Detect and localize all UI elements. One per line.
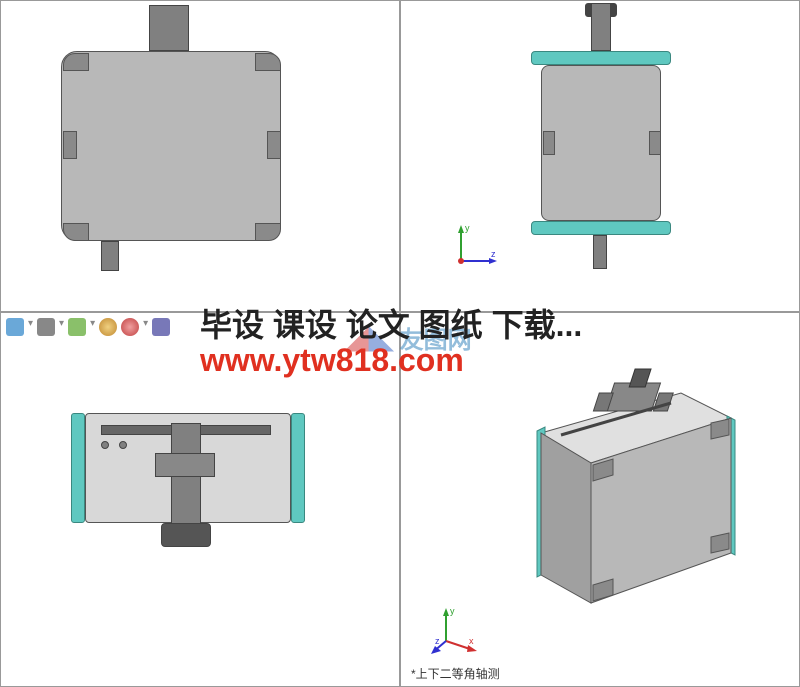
valve-cross <box>155 453 215 477</box>
viewport-front[interactable] <box>0 0 400 312</box>
valve-stem <box>591 3 611 51</box>
iso-model <box>501 363 761 623</box>
scene-icon[interactable] <box>99 318 117 336</box>
bottom-fitting <box>101 241 119 271</box>
coordinate-triad: y z <box>451 221 501 271</box>
watermark-chinese: 毕设 课设 论文 图纸 下载... <box>200 300 582 346</box>
side-clip <box>543 131 555 155</box>
teal-end-cap <box>291 413 305 523</box>
side-clip <box>649 131 661 155</box>
watermark-url: www.ytw818.com <box>200 342 464 379</box>
y-axis-label: y <box>465 223 470 233</box>
display-style-icon[interactable] <box>37 318 55 336</box>
svg-text:x: x <box>469 636 474 646</box>
z-axis-label: z <box>491 249 496 259</box>
valve-knob <box>161 523 211 547</box>
teal-end-cap <box>531 221 671 235</box>
model-box-side <box>541 65 661 221</box>
corner-clip <box>63 223 89 241</box>
corner-clip <box>255 223 281 241</box>
view-label: *上下二等角轴测 <box>411 665 500 682</box>
view-orientation-icon[interactable] <box>6 318 24 336</box>
coordinate-triad: y x z <box>431 606 481 656</box>
side-clip <box>267 131 281 159</box>
section-icon[interactable] <box>152 318 170 336</box>
corner-clip <box>255 53 281 71</box>
model-box-front <box>61 51 281 241</box>
bottom-fitting <box>593 235 607 269</box>
hide-show-icon[interactable] <box>68 318 86 336</box>
teal-end-cap <box>531 51 671 65</box>
viewport-side[interactable]: y z <box>400 0 800 312</box>
port-hole <box>101 441 109 449</box>
corner-clip <box>63 53 89 71</box>
svg-text:z: z <box>435 636 440 646</box>
view-toolbar: ▾ ▾ ▾ ▾ <box>6 318 170 336</box>
teal-end-cap <box>71 413 85 523</box>
appearance-icon[interactable] <box>121 318 139 336</box>
valve-body <box>149 5 189 51</box>
svg-text:y: y <box>450 606 455 616</box>
side-clip <box>63 131 77 159</box>
port-hole <box>119 441 127 449</box>
